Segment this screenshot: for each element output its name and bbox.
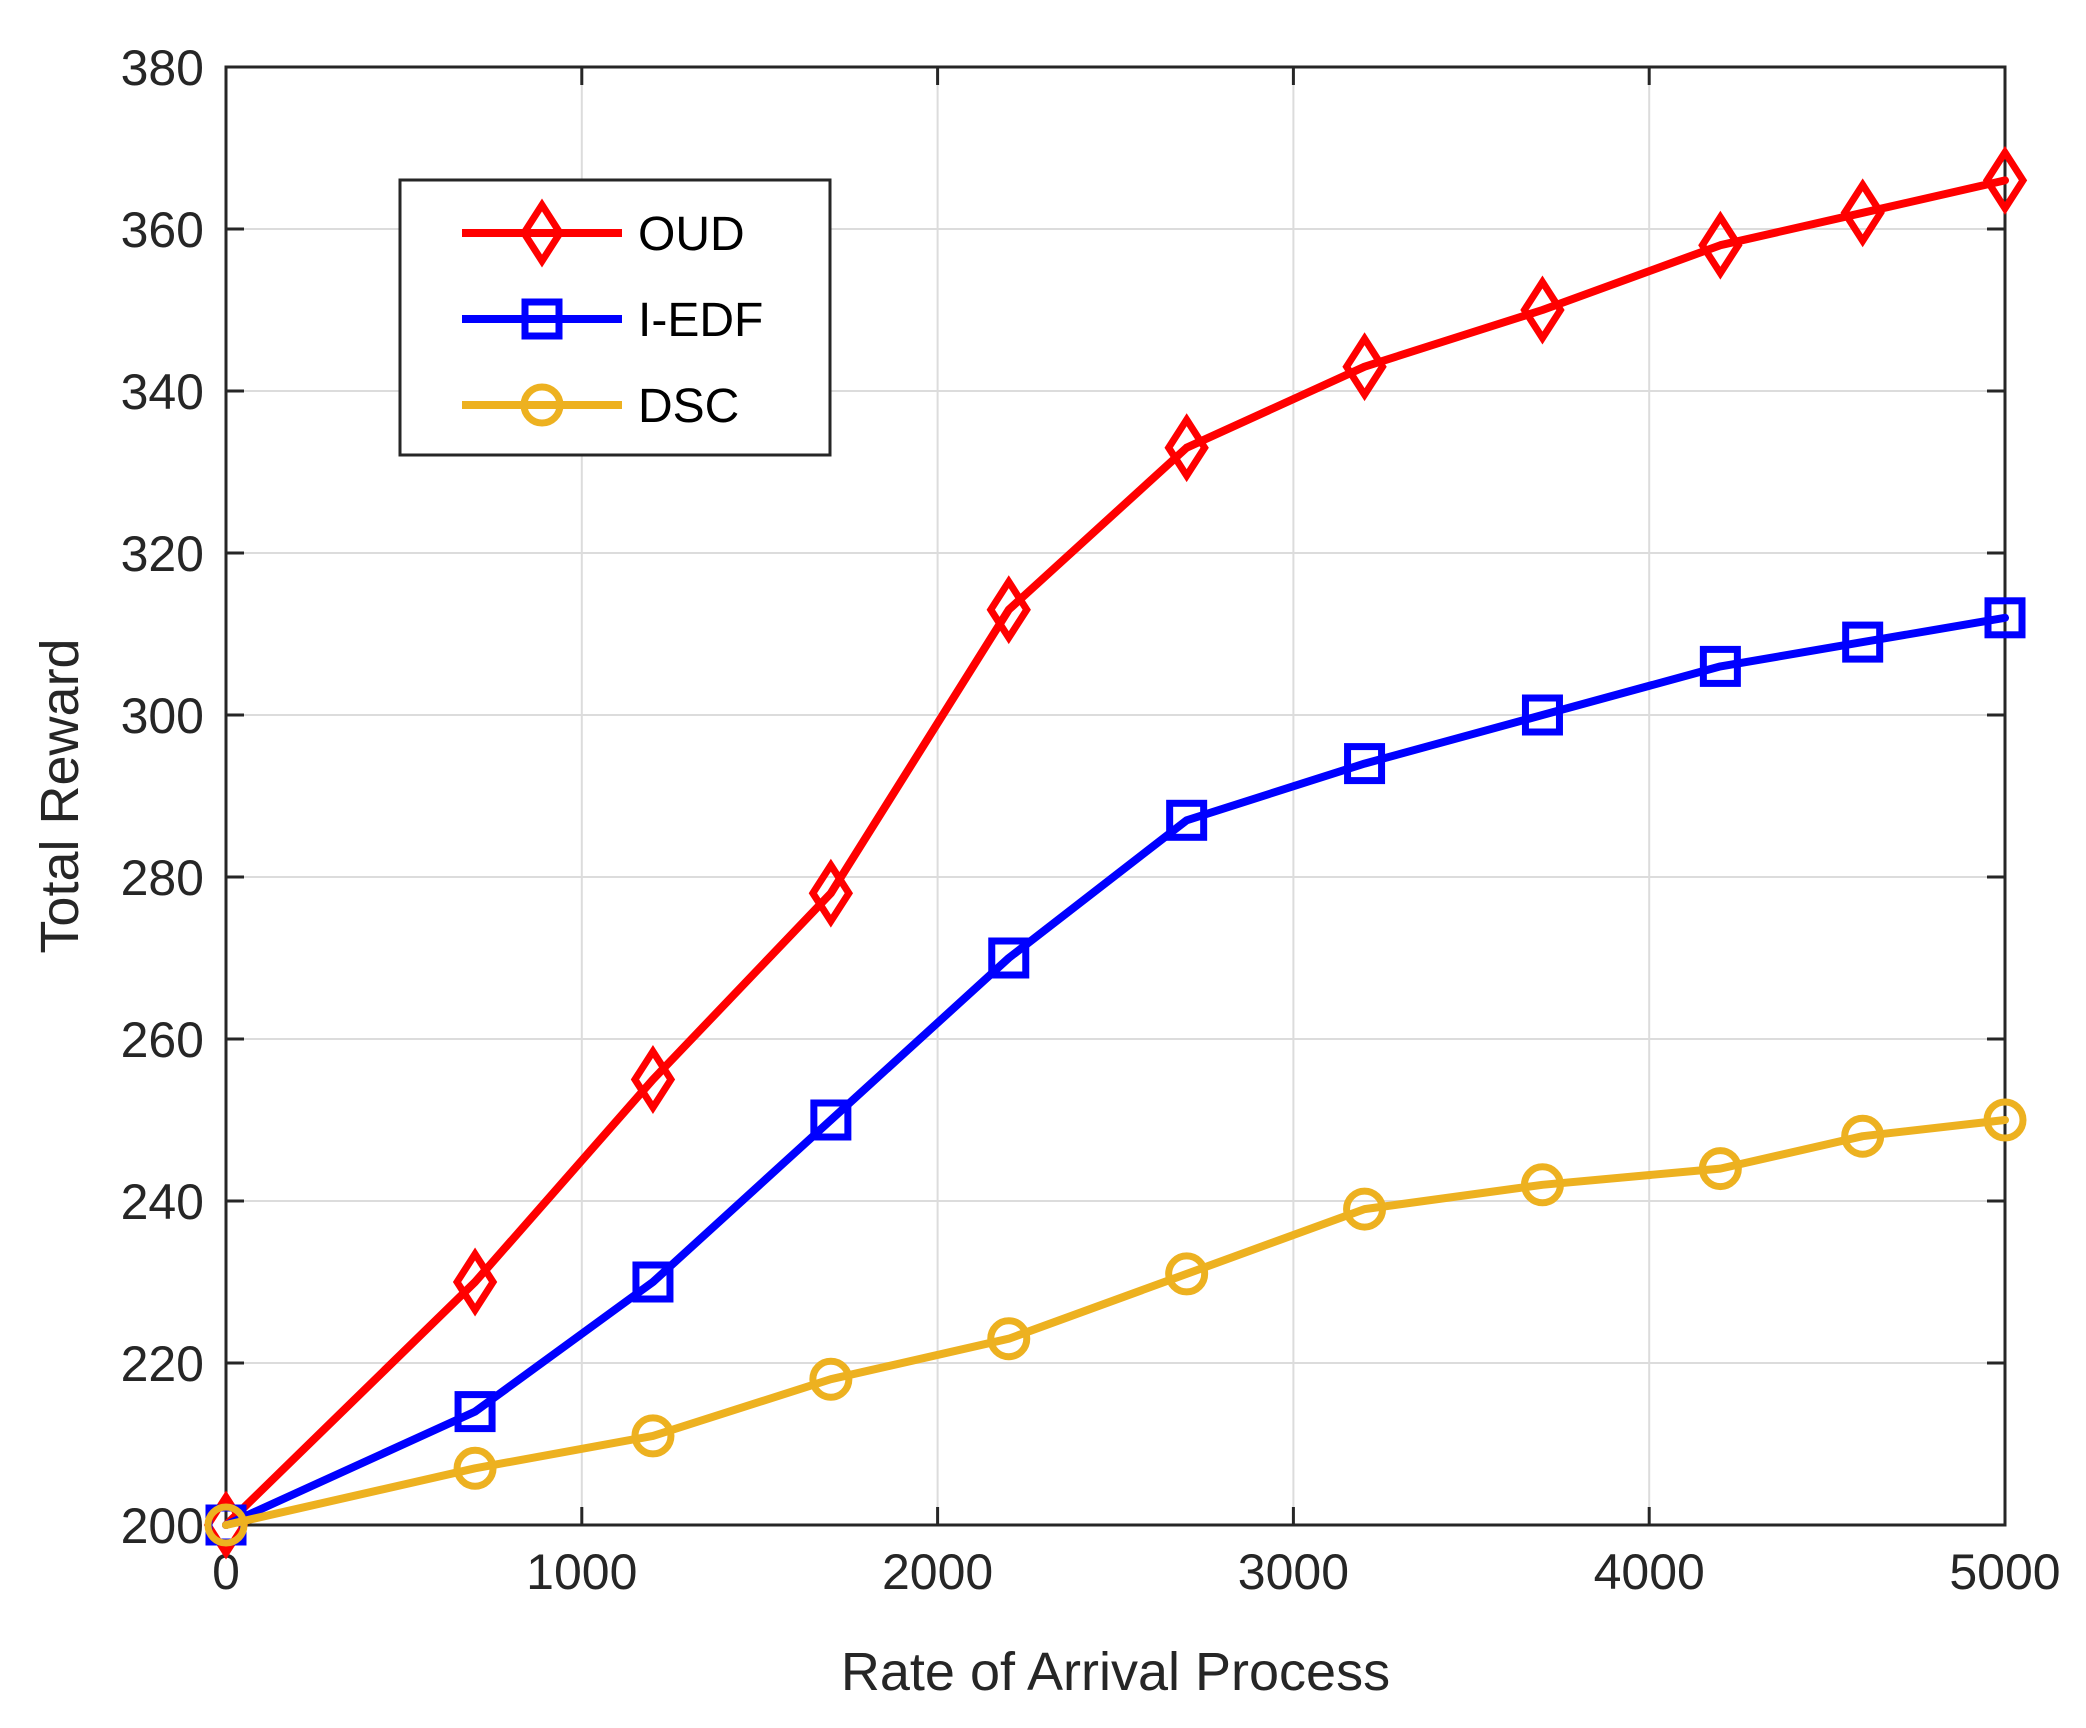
x-tick-label: 4000	[1594, 1544, 1705, 1600]
data-point-oud	[452, 1247, 498, 1317]
series-oud	[203, 145, 2028, 1560]
series-line-dsc	[222, 1116, 2009, 1529]
legend-label-oud: OUD	[638, 208, 745, 261]
y-tick-label: 240	[121, 1174, 204, 1230]
data-point-oud	[808, 858, 854, 928]
series-dsc	[204, 1098, 2027, 1547]
legend-circle-marker	[520, 383, 564, 427]
series-line-oud	[222, 176, 2009, 1529]
y-tick-label: 220	[121, 1336, 204, 1392]
legend-square-marker	[521, 298, 563, 340]
data-point-dsc	[204, 1503, 248, 1547]
y-tick-label: 340	[121, 364, 204, 420]
data-point-oud	[986, 575, 1031, 645]
data-point-i-edf	[1984, 597, 2026, 639]
series-i-edf	[205, 597, 2026, 1546]
y-tick-label: 380	[121, 40, 204, 96]
data-point-dsc	[987, 1317, 1031, 1361]
data-point-oud	[630, 1045, 676, 1114]
data-point-dsc	[1983, 1098, 2027, 1142]
data-point-oud	[1164, 413, 1209, 483]
data-point-i-edf	[1521, 694, 1563, 736]
legend-item-oud: OUD	[462, 198, 745, 268]
data-point-dsc	[1343, 1187, 1387, 1231]
legend-diamond-marker	[519, 198, 565, 268]
data-point-i-edf	[810, 1099, 852, 1141]
y-tick-label: 280	[121, 850, 204, 906]
y-axis: 200 220 240 260 280 300 320 340 360 380	[121, 40, 2005, 1554]
data-point-dsc	[809, 1357, 853, 1401]
y-tick-label: 320	[121, 526, 204, 582]
data-point-i-edf	[632, 1261, 674, 1303]
data-point-oud	[1840, 178, 1885, 248]
data-point-dsc	[631, 1414, 675, 1458]
data-point-i-edf	[988, 937, 1030, 979]
legend-label-dsc: DSC	[638, 380, 739, 433]
data-point-i-edf	[454, 1391, 496, 1433]
x-axis: 0 1000 2000 3000 4000 5000	[212, 67, 2061, 1600]
plot-frame	[224, 65, 2007, 1527]
y-tick-label: 200	[121, 1498, 204, 1554]
legend-item-dsc: DSC	[462, 380, 739, 433]
y-tick-label: 360	[121, 202, 204, 258]
data-point-i-edf	[1699, 645, 1741, 687]
data-point-dsc	[1165, 1252, 1209, 1296]
x-axis-label: Rate of Arrival Process	[841, 1642, 1390, 1702]
data-point-oud	[1342, 332, 1387, 402]
data-point-oud	[1698, 210, 1743, 280]
x-tick-label: 2000	[882, 1544, 993, 1600]
legend: OUD I-EDF DSC	[398, 178, 832, 457]
data-point-oud	[1520, 275, 1565, 345]
data-point-i-edf	[1344, 743, 1386, 785]
legend-label-i-edf: I-EDF	[638, 294, 763, 347]
data-point-dsc	[1698, 1147, 1742, 1191]
y-tick-label: 260	[121, 1012, 204, 1068]
data-point-dsc	[1841, 1114, 1885, 1158]
data-point-dsc	[1520, 1163, 1564, 1207]
x-tick-label: 1000	[526, 1544, 637, 1600]
series-line-i-edf	[222, 613, 2009, 1529]
legend-item-i-edf: I-EDF	[462, 294, 763, 347]
y-axis-label: Total Reward	[30, 638, 90, 953]
data-point-i-edf	[1166, 799, 1208, 841]
x-tick-label: 5000	[1949, 1544, 2060, 1600]
series-group	[203, 145, 2028, 1560]
data-point-i-edf	[1842, 621, 1884, 663]
data-point-oud	[1982, 145, 2028, 215]
y-tick-label: 300	[121, 688, 204, 744]
x-tick-label: 3000	[1238, 1544, 1349, 1600]
data-point-dsc	[453, 1446, 497, 1490]
